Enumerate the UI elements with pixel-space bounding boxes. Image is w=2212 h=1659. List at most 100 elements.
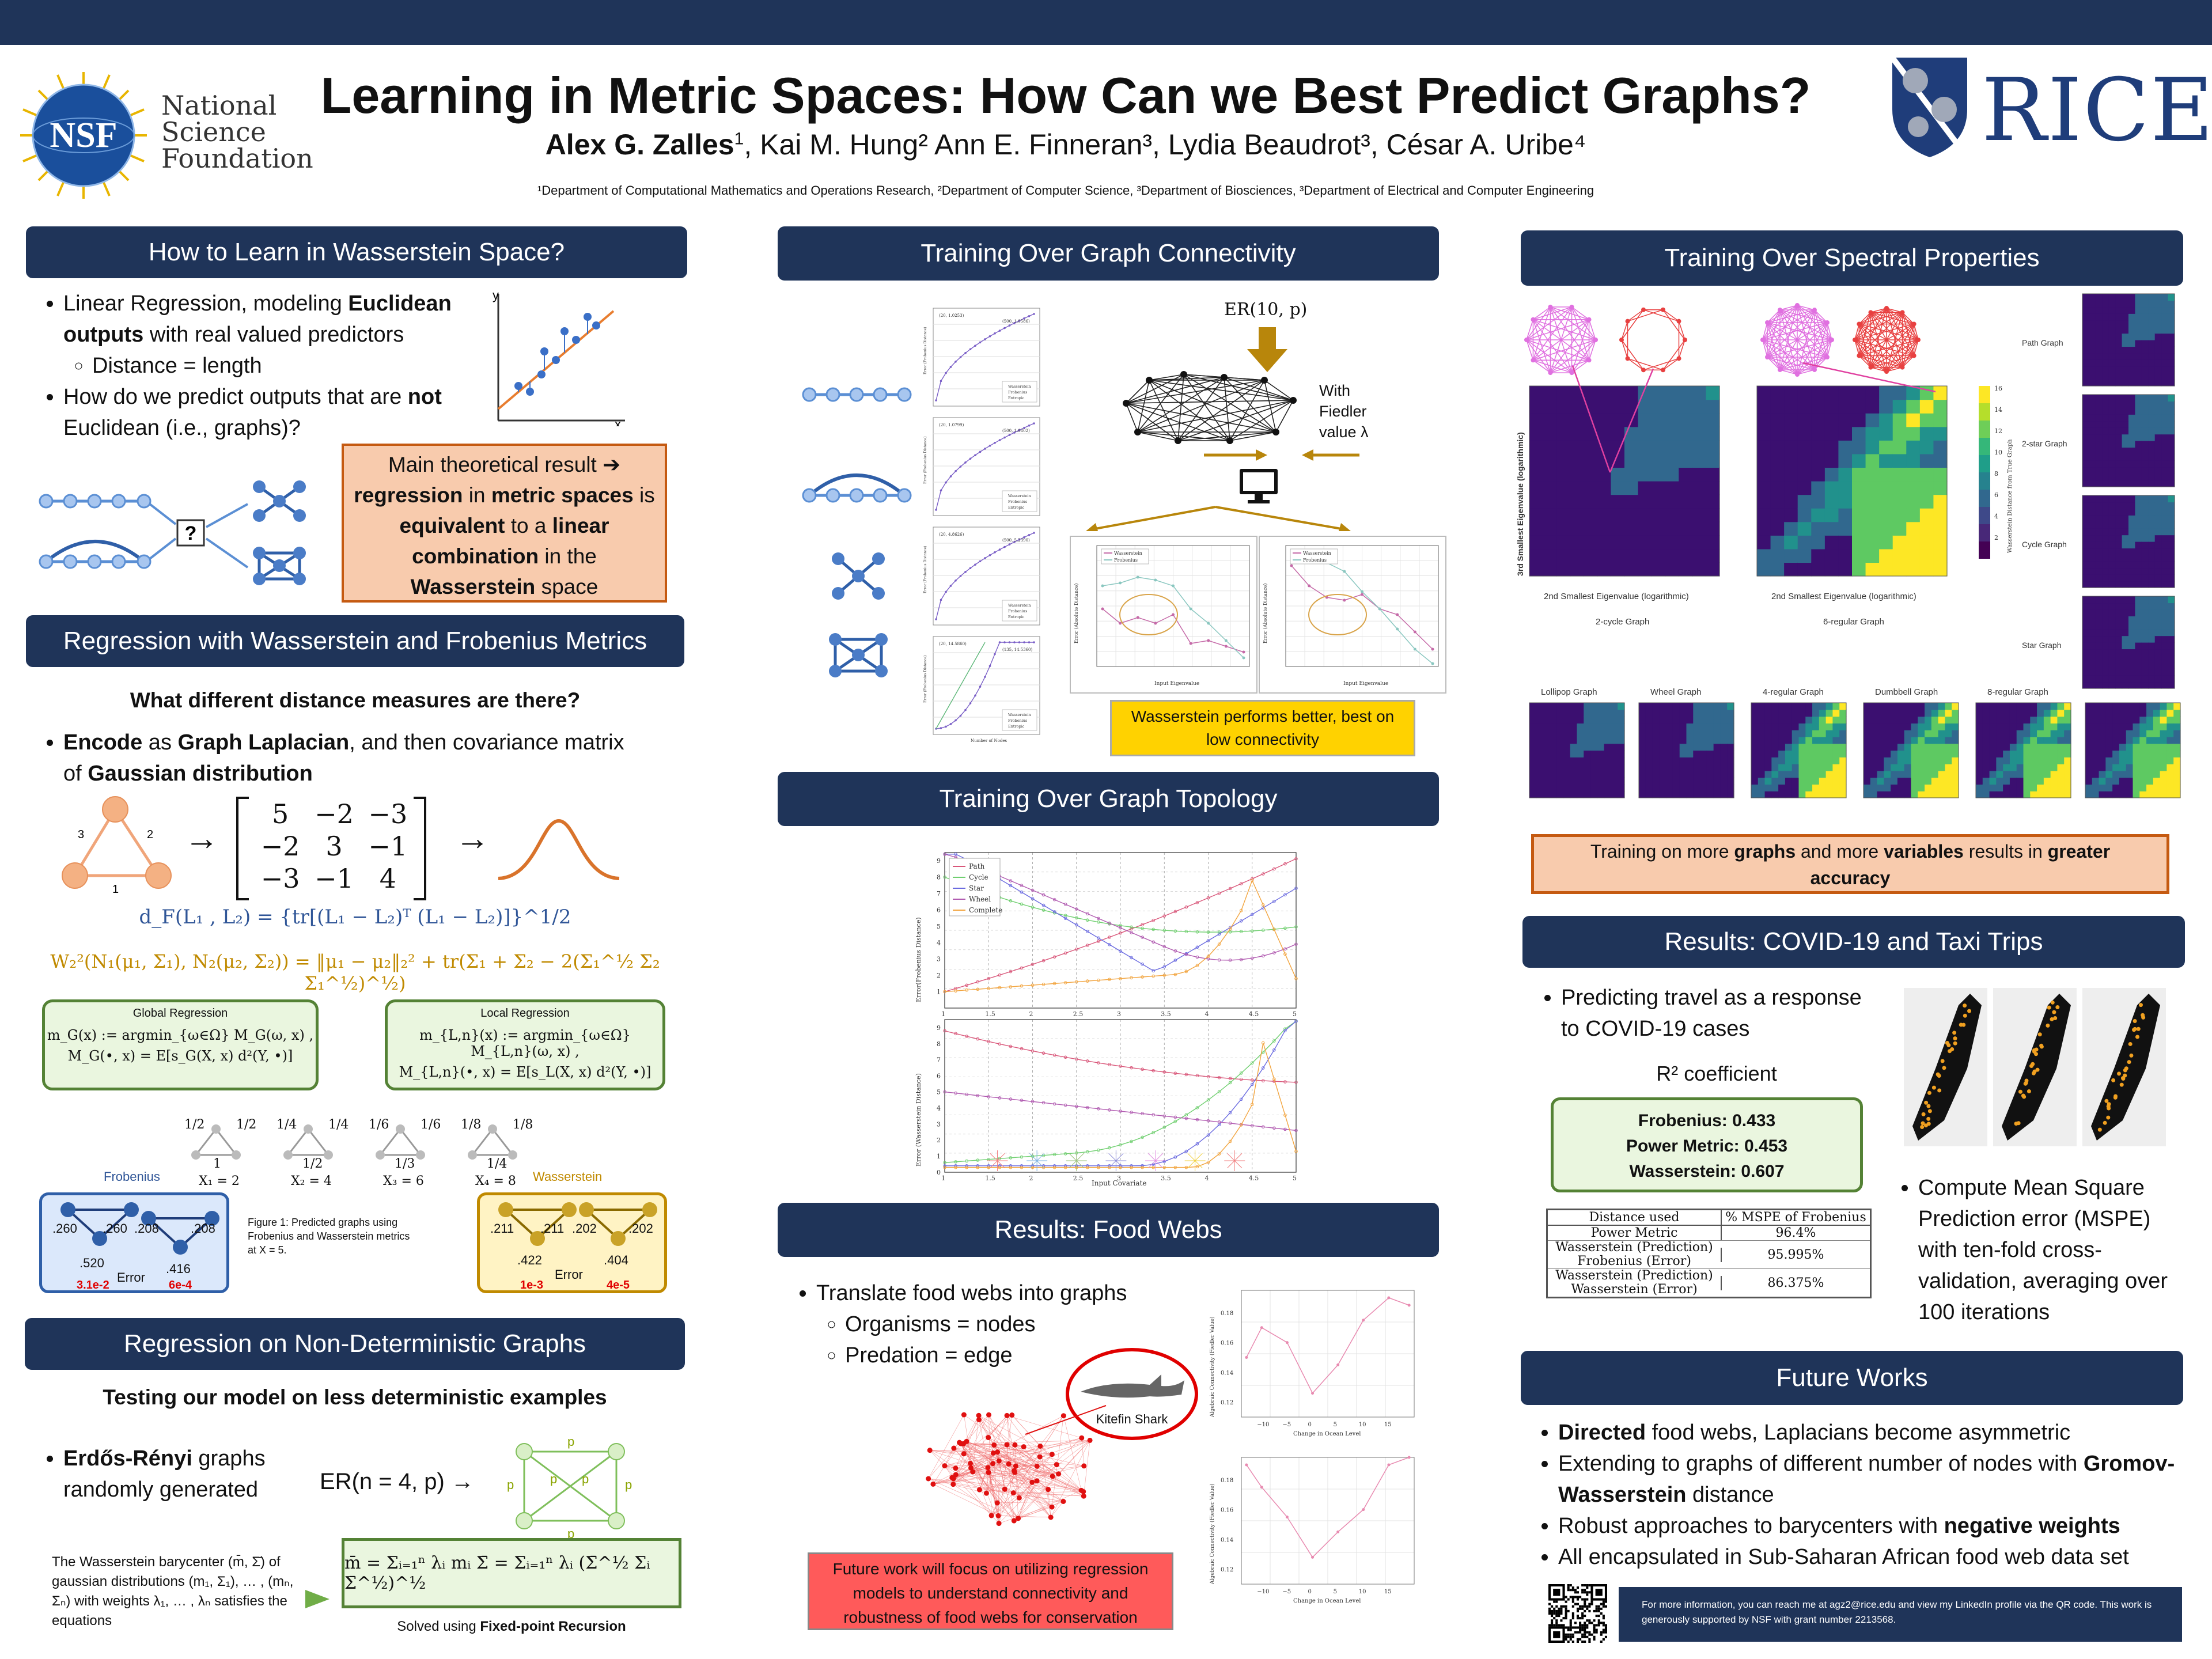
thumb-cell xyxy=(2141,609,2149,616)
thumb-cell xyxy=(1693,770,1700,778)
thumb-cell xyxy=(2141,379,2149,387)
thumb-cell xyxy=(2122,414,2129,422)
thumb-cell xyxy=(2115,603,2123,610)
thumb-cell xyxy=(2037,703,2044,710)
thumb-cell xyxy=(1805,777,1813,785)
thumb-cell xyxy=(1536,764,1544,771)
future-work-callout: Future work will focus on utilizing regr… xyxy=(808,1552,1173,1630)
thumb-cell xyxy=(1812,716,1820,724)
food-web-edge xyxy=(1050,1501,1064,1518)
plot-text: Change in Ocean Level xyxy=(1293,1598,1361,1604)
mspe-table: Distance used% MSPE of Frobenius Power M… xyxy=(1546,1209,1872,1298)
thumb-cell xyxy=(1938,750,1946,757)
thumb-cell xyxy=(1584,784,1591,791)
graph-edge xyxy=(1886,312,1903,372)
thumb-cell xyxy=(2161,609,2169,616)
qr-module xyxy=(1584,1631,1586,1634)
thumb-cell xyxy=(1758,770,1766,778)
thumb-cell xyxy=(2089,574,2096,582)
thumb-cell xyxy=(1996,743,2003,751)
thumb-cell xyxy=(1686,770,1694,778)
heatmap-cell xyxy=(1652,521,1666,536)
heatmap-cell xyxy=(1770,562,1785,577)
heatmap-cell xyxy=(1919,481,1934,495)
thumb-cell xyxy=(1897,750,1905,757)
thumb-cell xyxy=(1529,764,1537,771)
thumb-cell xyxy=(2139,716,2147,724)
thumb-cell xyxy=(2141,629,2149,637)
thumb-cell xyxy=(1798,791,1806,798)
qr-module xyxy=(1581,1624,1584,1627)
heatmap-cell xyxy=(1865,453,1880,468)
topology-thumb xyxy=(1076,1153,1084,1161)
food-web-node xyxy=(1050,1474,1055,1479)
food-web-node xyxy=(1087,1437,1093,1443)
thumb-cell xyxy=(1639,743,1646,751)
thumb-cell xyxy=(2112,716,2120,724)
graph-node xyxy=(1221,374,1228,381)
qr-module xyxy=(1584,1591,1586,1594)
thumb-cell xyxy=(1938,764,1946,771)
thumb-cell xyxy=(2089,346,2096,354)
thumb-cell xyxy=(2122,474,2129,481)
thumb-cell xyxy=(2135,414,2142,422)
thumb-cell xyxy=(1819,791,1827,798)
heatmap-cell xyxy=(1543,481,1557,495)
plot-point xyxy=(1119,949,1122,953)
qr-module xyxy=(1571,1586,1574,1589)
thumb-cell xyxy=(1720,750,1728,757)
thumb-cell xyxy=(2161,567,2169,575)
thumb-cell xyxy=(2108,642,2116,650)
thumb-cell xyxy=(2115,629,2123,637)
thumb-cell xyxy=(2082,359,2090,367)
qr-module xyxy=(1584,1628,1586,1631)
thumb-cell xyxy=(2141,353,2149,360)
heatmap-cell xyxy=(1665,413,1679,427)
thumb-cell xyxy=(2119,703,2127,710)
thumb-cell xyxy=(1758,703,1766,710)
thumb-cell xyxy=(1536,736,1544,744)
map-point xyxy=(2050,1017,2054,1021)
thumb-cell xyxy=(1798,770,1806,778)
food-web-edge xyxy=(955,1468,992,1516)
thumb-cell xyxy=(2115,554,2123,562)
thumb-cell xyxy=(1819,743,1827,751)
thumb-cell xyxy=(1720,777,1728,785)
thumb-cell xyxy=(1659,709,1666,717)
heatmap-cell xyxy=(1919,535,1934,550)
thumb-cell xyxy=(2119,743,2127,751)
heatmap-cell xyxy=(1824,508,1839,522)
heatmap-cell xyxy=(1865,386,1880,400)
food-web-node xyxy=(996,1521,1002,1527)
thumb-cell xyxy=(2128,401,2136,408)
plot-point xyxy=(1184,1149,1188,1153)
heatmap-cell xyxy=(1584,508,1598,522)
thumb-cell xyxy=(2148,554,2156,562)
heatmap-cell xyxy=(1706,535,1720,550)
thumb-cell xyxy=(1989,723,1997,730)
heatmap-cell xyxy=(1770,426,1785,441)
food-web-edge xyxy=(1050,1440,1090,1518)
heatmap-cell xyxy=(1638,413,1652,427)
legend-box xyxy=(1101,548,1149,565)
map-point xyxy=(2104,1099,2109,1103)
graph-edge xyxy=(1859,339,1919,357)
thumb-cell xyxy=(2108,554,2116,562)
thumb-cell xyxy=(2112,736,2120,744)
topology-thumb xyxy=(1029,1153,1037,1161)
thumb-cell xyxy=(1812,791,1820,798)
food-web-node xyxy=(1056,1471,1062,1477)
food-web-node xyxy=(1034,1463,1040,1469)
thumb-cell xyxy=(1938,716,1946,724)
thumb-cell xyxy=(2141,434,2149,441)
heatmap-cell xyxy=(1852,535,1866,550)
thumb-cell xyxy=(1877,723,1884,730)
thumb-cell xyxy=(1536,716,1544,724)
thumb-cell xyxy=(1891,709,1898,717)
qr-module xyxy=(1576,1591,1580,1594)
thumb-cell xyxy=(1645,743,1653,751)
plot-text: 7 xyxy=(937,890,941,897)
thumb-cell xyxy=(2122,395,2129,402)
thumb-cell xyxy=(1805,757,1813,764)
thumb-cell xyxy=(2122,467,2129,474)
